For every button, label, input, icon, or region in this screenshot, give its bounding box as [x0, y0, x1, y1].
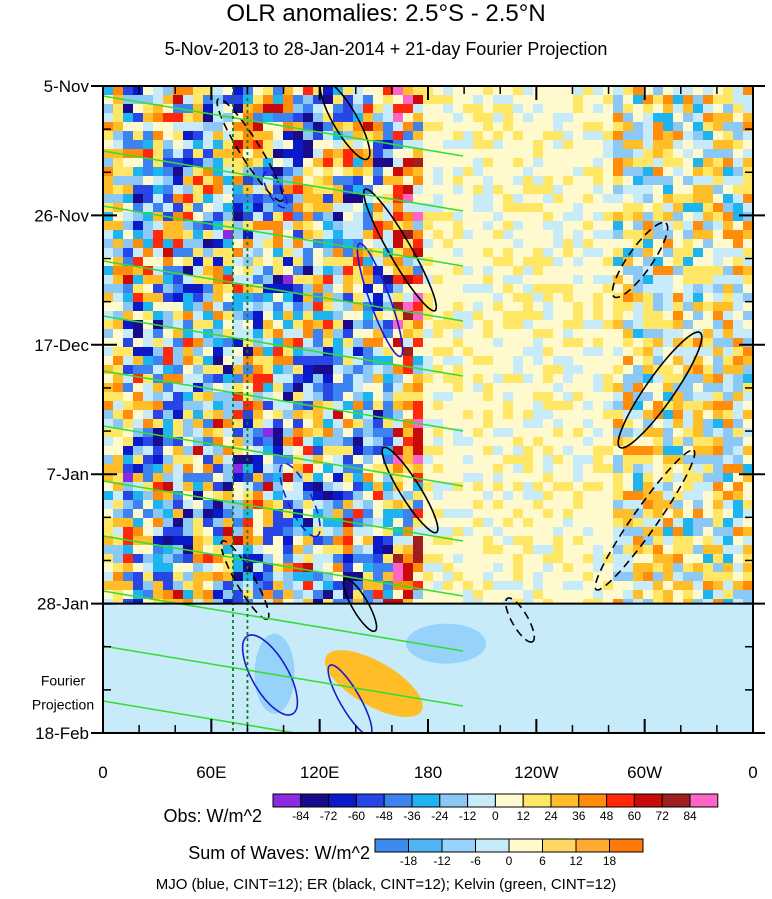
colorbar-label: -24 — [431, 809, 449, 823]
er-contour — [504, 597, 536, 643]
kelvin-contour — [103, 150, 464, 212]
y-tick-label: 26-Nov — [34, 206, 89, 225]
colorbar-swatch — [355, 793, 385, 808]
kelvin-contour — [103, 315, 464, 377]
colorbar-label: 84 — [683, 809, 697, 823]
waves-colorbar: -18 -12 -6 0 6 12 18 Sum of Waves: W/m^2 — [188, 838, 644, 868]
colorbar-label: -18 — [400, 854, 418, 868]
colorbar-swatch — [300, 793, 330, 808]
plot-area — [103, 86, 753, 733]
mjo-contour — [279, 462, 321, 538]
colorbar-swatch — [575, 838, 610, 853]
colorbar-label: 18 — [603, 854, 617, 868]
colorbar-swatch — [494, 793, 524, 808]
er-contour — [381, 446, 439, 534]
er-contour — [319, 86, 371, 161]
kelvin-contour — [103, 260, 464, 322]
colorbar-label: 36 — [572, 809, 586, 823]
chart-title: OLR anomalies: 2.5°S - 2.5°N — [226, 0, 546, 27]
colorbar-title: Obs: W/m^2 — [164, 806, 262, 826]
colorbar-swatch — [272, 793, 302, 808]
colorbar-label: 12 — [569, 854, 583, 868]
colorbar-swatch — [550, 793, 580, 808]
kelvin-contour — [103, 535, 464, 597]
colorbar-swatch — [411, 793, 441, 808]
x-tick-label: 0 — [748, 763, 757, 782]
colorbar-label: 60 — [628, 809, 642, 823]
obs-colorbar: -84 -72 -60 -48 -36 -24 -12 0 12 24 36 48 60 72 84 Obs:… — [164, 793, 719, 826]
y-tick-label: 28-Jan — [37, 595, 89, 614]
mjo-contour — [241, 634, 299, 716]
colorbar-label: 12 — [517, 809, 531, 823]
colorbar-swatch — [661, 793, 691, 808]
colorbar-label: 24 — [544, 809, 558, 823]
kelvin-contour — [103, 370, 464, 432]
colorbar-swatch — [578, 793, 608, 808]
colorbar-label: 48 — [600, 809, 614, 823]
y-tick-label: 18-Feb — [35, 724, 89, 743]
x-tick-label: 180 — [414, 763, 442, 782]
colorbar-label: -12 — [459, 809, 477, 823]
colorbar-label: -6 — [470, 854, 481, 868]
legends: -84 -72 -60 -48 -36 -24 -12 0 12 24 36 48 60 72 84Obs:… — [164, 793, 719, 868]
colorbar-label: 72 — [656, 809, 670, 823]
mjo-contour — [262, 171, 288, 209]
colorbar-label: 0 — [492, 809, 499, 823]
projection-label: Projection — [32, 697, 94, 713]
colorbar-swatch — [508, 838, 543, 853]
colorbar-label: -36 — [403, 809, 421, 823]
colorbar-swatch — [441, 838, 476, 853]
colorbar-label: -84 — [292, 809, 310, 823]
colorbar-swatch — [374, 838, 409, 853]
mjo-contour — [327, 664, 373, 733]
y-tick-label: 5-Nov — [44, 77, 90, 96]
mjo-contour — [356, 242, 404, 358]
colorbar-swatch — [609, 838, 644, 853]
colorbar-swatch — [542, 838, 577, 853]
colorbar-label: 6 — [539, 854, 546, 868]
colorbar-swatch — [475, 838, 510, 853]
y-tick-label: 17-Dec — [34, 336, 89, 355]
colorbar-label: 0 — [506, 854, 513, 868]
colorbar-swatch — [408, 838, 443, 853]
er-contour — [342, 577, 378, 633]
kelvin-contour — [103, 425, 464, 487]
er-contour — [594, 449, 696, 591]
projection-label: Fourier — [41, 673, 86, 689]
kelvin-contour — [103, 95, 464, 157]
er-contour — [362, 188, 438, 312]
kelvin-contour — [103, 205, 464, 267]
colorbar-swatch — [439, 793, 469, 808]
x-tick-label: 60E — [196, 763, 226, 782]
x-tick-label: 0 — [98, 763, 107, 782]
x-tick-label: 120W — [514, 763, 558, 782]
colorbar-swatch — [383, 793, 413, 808]
x-tick-label: 120E — [300, 763, 340, 782]
projection-field — [103, 603, 753, 733]
colorbar-swatch — [633, 793, 663, 808]
colorbar-swatch — [522, 793, 552, 808]
colorbar-title: Sum of Waves: W/m^2 — [188, 843, 370, 863]
colorbar-label: -72 — [320, 809, 338, 823]
kelvin-contour — [103, 480, 464, 542]
colorbar-label: -60 — [348, 809, 366, 823]
kelvin-contour — [103, 645, 464, 707]
axes: 5-Nov 26-Nov 17-Dec 7-Jan 28-Jan 18-Feb Fourie… — [32, 77, 765, 782]
colorbar-label: -48 — [376, 809, 394, 823]
er-contour — [617, 331, 703, 449]
obs-field — [103, 86, 753, 605]
colorbar-swatch — [606, 793, 635, 808]
colorbar-swatch — [467, 793, 496, 808]
er-contour — [216, 98, 284, 202]
colorbar-swatch — [328, 793, 357, 808]
y-tick-label: 7-Jan — [46, 465, 89, 484]
kelvin-contour — [103, 590, 464, 652]
x-tick-label: 60W — [627, 763, 662, 782]
footnote: MJO (blue, CINT=12); ER (black, CINT=12)… — [155, 876, 617, 893]
colorbar-label: -12 — [433, 854, 451, 868]
colorbar-swatch — [689, 793, 719, 808]
chart-subtitle: 5-Nov-2013 to 28-Jan-2014 + 21-day Fouri… — [164, 39, 608, 59]
